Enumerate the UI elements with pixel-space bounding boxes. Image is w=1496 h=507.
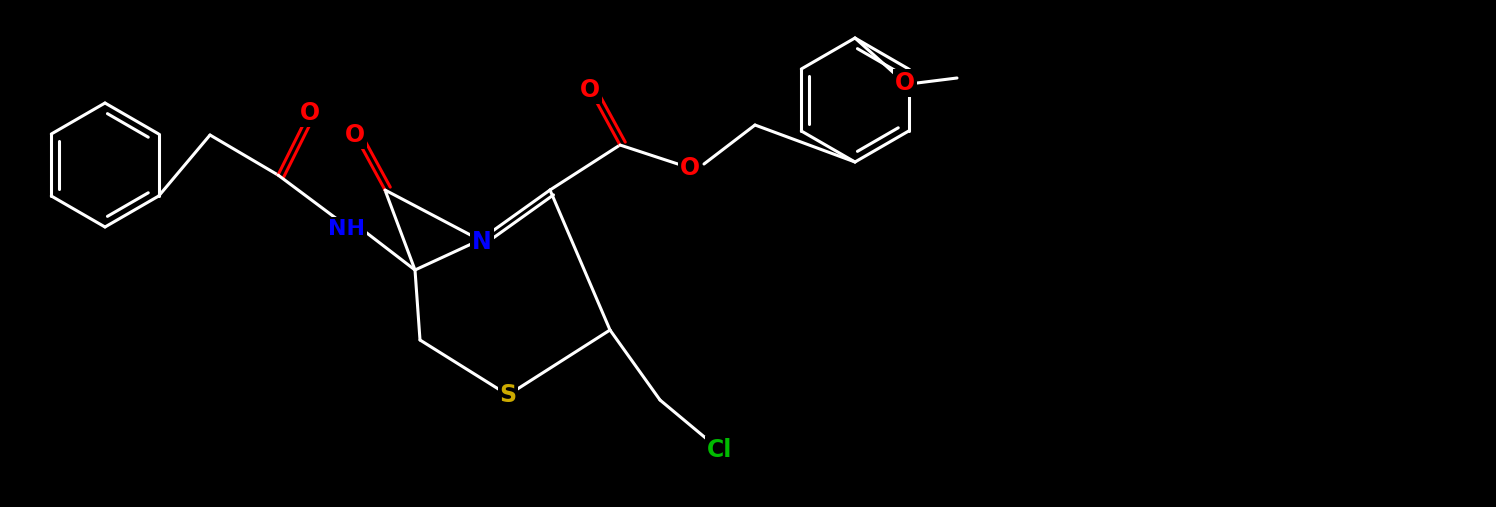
Text: Cl: Cl bbox=[708, 438, 733, 462]
Text: O: O bbox=[299, 101, 320, 125]
Text: N: N bbox=[473, 230, 492, 254]
Text: S: S bbox=[500, 383, 516, 407]
Text: O: O bbox=[681, 156, 700, 180]
Text: O: O bbox=[346, 123, 365, 147]
Text: O: O bbox=[580, 78, 600, 102]
Text: NH: NH bbox=[329, 219, 365, 239]
Text: O: O bbox=[895, 71, 916, 95]
